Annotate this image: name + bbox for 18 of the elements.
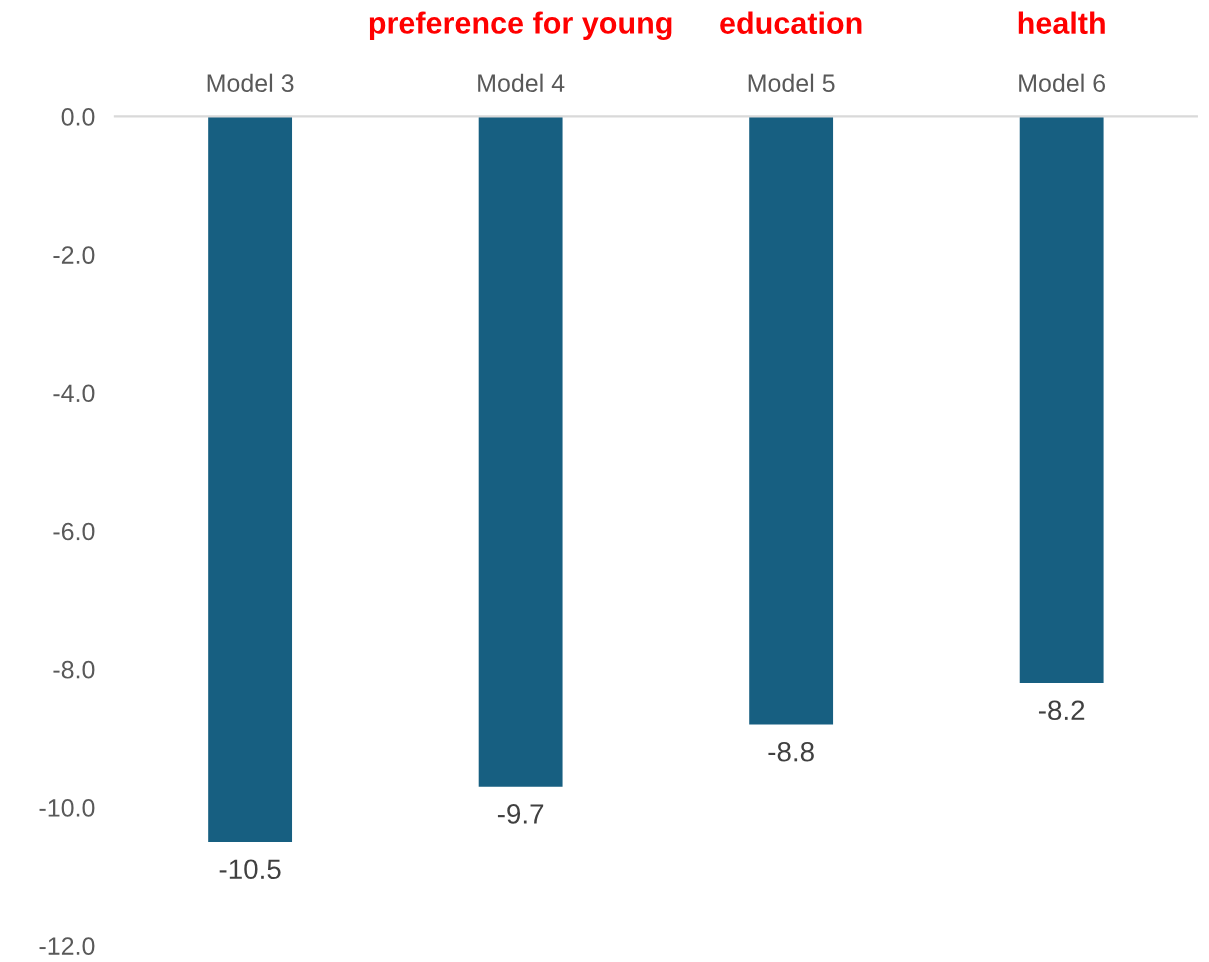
- y-tick-label: -4.0: [53, 384, 95, 403]
- data-label: -10.5: [219, 859, 281, 880]
- data-label: -9.7: [497, 804, 544, 824]
- text: preference for young: [369, 11, 672, 41]
- x-tick-label: Model 3: [207, 73, 294, 93]
- y-tick-label: -2.0: [53, 246, 95, 264]
- text: health: [1018, 11, 1105, 34]
- x-tick-label: Model 6: [1019, 73, 1106, 93]
- x-tick-label: Model 5: [748, 73, 835, 93]
- y-tick-label: 0.0: [61, 108, 95, 126]
- y-tick-label: -8.0: [53, 660, 95, 679]
- data-label: -8.8: [768, 741, 814, 762]
- y-tick-label: -10.0: [39, 799, 95, 817]
- y-tick-label: -6.0: [53, 522, 95, 541]
- data-label: -8.2: [1038, 700, 1085, 721]
- x-tick-label: Model 4: [478, 73, 565, 93]
- y-tick-label: -12.0: [39, 937, 95, 955]
- text: education: [720, 11, 862, 34]
